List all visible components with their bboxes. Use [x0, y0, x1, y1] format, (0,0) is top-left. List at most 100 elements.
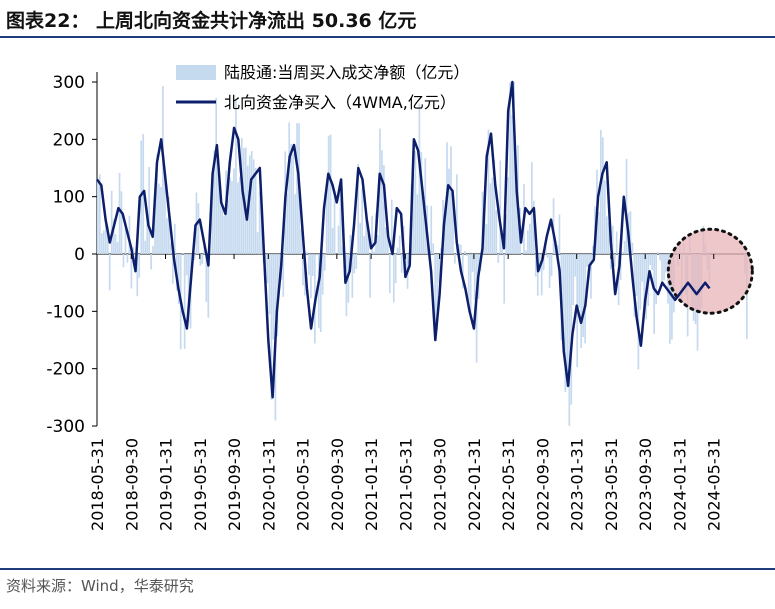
figure-title: 图表22： 上周北向资金共计净流出 50.36 亿元	[6, 10, 417, 32]
line-series	[96, 80, 711, 399]
bar	[333, 190, 336, 254]
bar	[258, 191, 261, 254]
bar	[270, 254, 273, 401]
bar	[434, 254, 437, 335]
bar	[110, 190, 113, 254]
bar	[550, 254, 553, 277]
bar	[361, 188, 364, 254]
bar	[436, 254, 438, 331]
bar	[233, 168, 235, 254]
bar	[598, 211, 600, 254]
chart: 300 200 100 0 -100 -200 -300 2018-05-31 2018-09…	[46, 63, 754, 531]
bottom-rule	[0, 568, 775, 570]
bar	[383, 165, 385, 254]
bar	[463, 251, 466, 254]
bar	[509, 82, 511, 254]
bar	[643, 254, 646, 305]
bar	[657, 251, 659, 254]
bar	[590, 254, 592, 299]
bar	[503, 254, 506, 304]
bar	[487, 129, 490, 254]
bar	[323, 254, 326, 271]
bar	[497, 254, 500, 263]
bar	[235, 99, 237, 254]
bar	[493, 160, 496, 254]
legend-bar-label: 陆股通:当周买入成交净额（亿元）	[224, 63, 469, 82]
bar	[546, 254, 549, 258]
bar	[566, 254, 569, 387]
bar	[568, 254, 571, 426]
bar	[621, 252, 624, 254]
y-tick-label: 0	[74, 245, 85, 265]
x-tick-label: 2022-05-31	[499, 438, 518, 531]
bar	[450, 146, 452, 254]
bar	[150, 254, 152, 270]
bar	[116, 242, 119, 254]
bar	[544, 245, 547, 254]
bar	[578, 254, 581, 308]
line-path	[96, 80, 711, 399]
bar	[525, 250, 527, 254]
x-tick-label: 2024-01-31	[670, 438, 689, 531]
bar	[653, 254, 655, 334]
bar	[580, 254, 582, 349]
bar	[282, 254, 285, 297]
bar	[659, 254, 661, 261]
bar	[607, 222, 610, 254]
bar	[181, 253, 184, 254]
bar	[471, 254, 474, 272]
bar	[572, 254, 575, 306]
bar	[489, 183, 492, 254]
bar	[317, 254, 320, 329]
bar	[268, 254, 271, 315]
bar	[256, 231, 259, 254]
bar	[308, 254, 310, 275]
bar	[669, 254, 671, 344]
bar	[473, 254, 476, 301]
bar	[507, 177, 510, 254]
y-tick-label: -300	[46, 417, 85, 437]
bar	[602, 137, 604, 254]
bar	[325, 188, 328, 254]
bar	[126, 254, 129, 263]
bar	[288, 122, 291, 255]
bar	[552, 198, 555, 254]
bar	[357, 163, 360, 254]
bar	[465, 254, 468, 256]
bar	[511, 115, 513, 254]
bar	[663, 254, 665, 281]
bar	[187, 254, 190, 323]
bar	[452, 197, 454, 254]
bar	[390, 199, 393, 254]
bar	[102, 230, 105, 254]
bar	[586, 254, 588, 268]
bar	[209, 253, 212, 254]
bar	[558, 214, 561, 254]
x-tick-label: 2021-01-31	[362, 438, 381, 531]
bar	[97, 180, 99, 254]
bar	[294, 194, 296, 254]
bar	[219, 184, 221, 254]
bar	[158, 183, 160, 254]
bar	[570, 254, 573, 405]
bar	[430, 205, 433, 254]
bar	[154, 203, 156, 254]
y-tick-label: 100	[53, 188, 85, 208]
bar	[300, 228, 302, 254]
bar	[499, 160, 502, 254]
bar	[373, 251, 375, 254]
x-tick-label: 2020-01-31	[259, 438, 278, 531]
bar	[363, 236, 365, 254]
x-tick-label: 2021-09-30	[431, 438, 450, 531]
bar	[623, 240, 626, 254]
bar	[603, 180, 606, 254]
bar	[485, 224, 488, 254]
x-tick-label: 2022-01-31	[465, 438, 484, 531]
y-tick-label: 200	[53, 130, 85, 150]
title-rule	[0, 36, 775, 38]
y-tick-label: 300	[53, 73, 85, 93]
bar	[388, 254, 391, 294]
bar	[359, 223, 362, 254]
bar	[341, 246, 344, 254]
bar	[400, 254, 403, 273]
